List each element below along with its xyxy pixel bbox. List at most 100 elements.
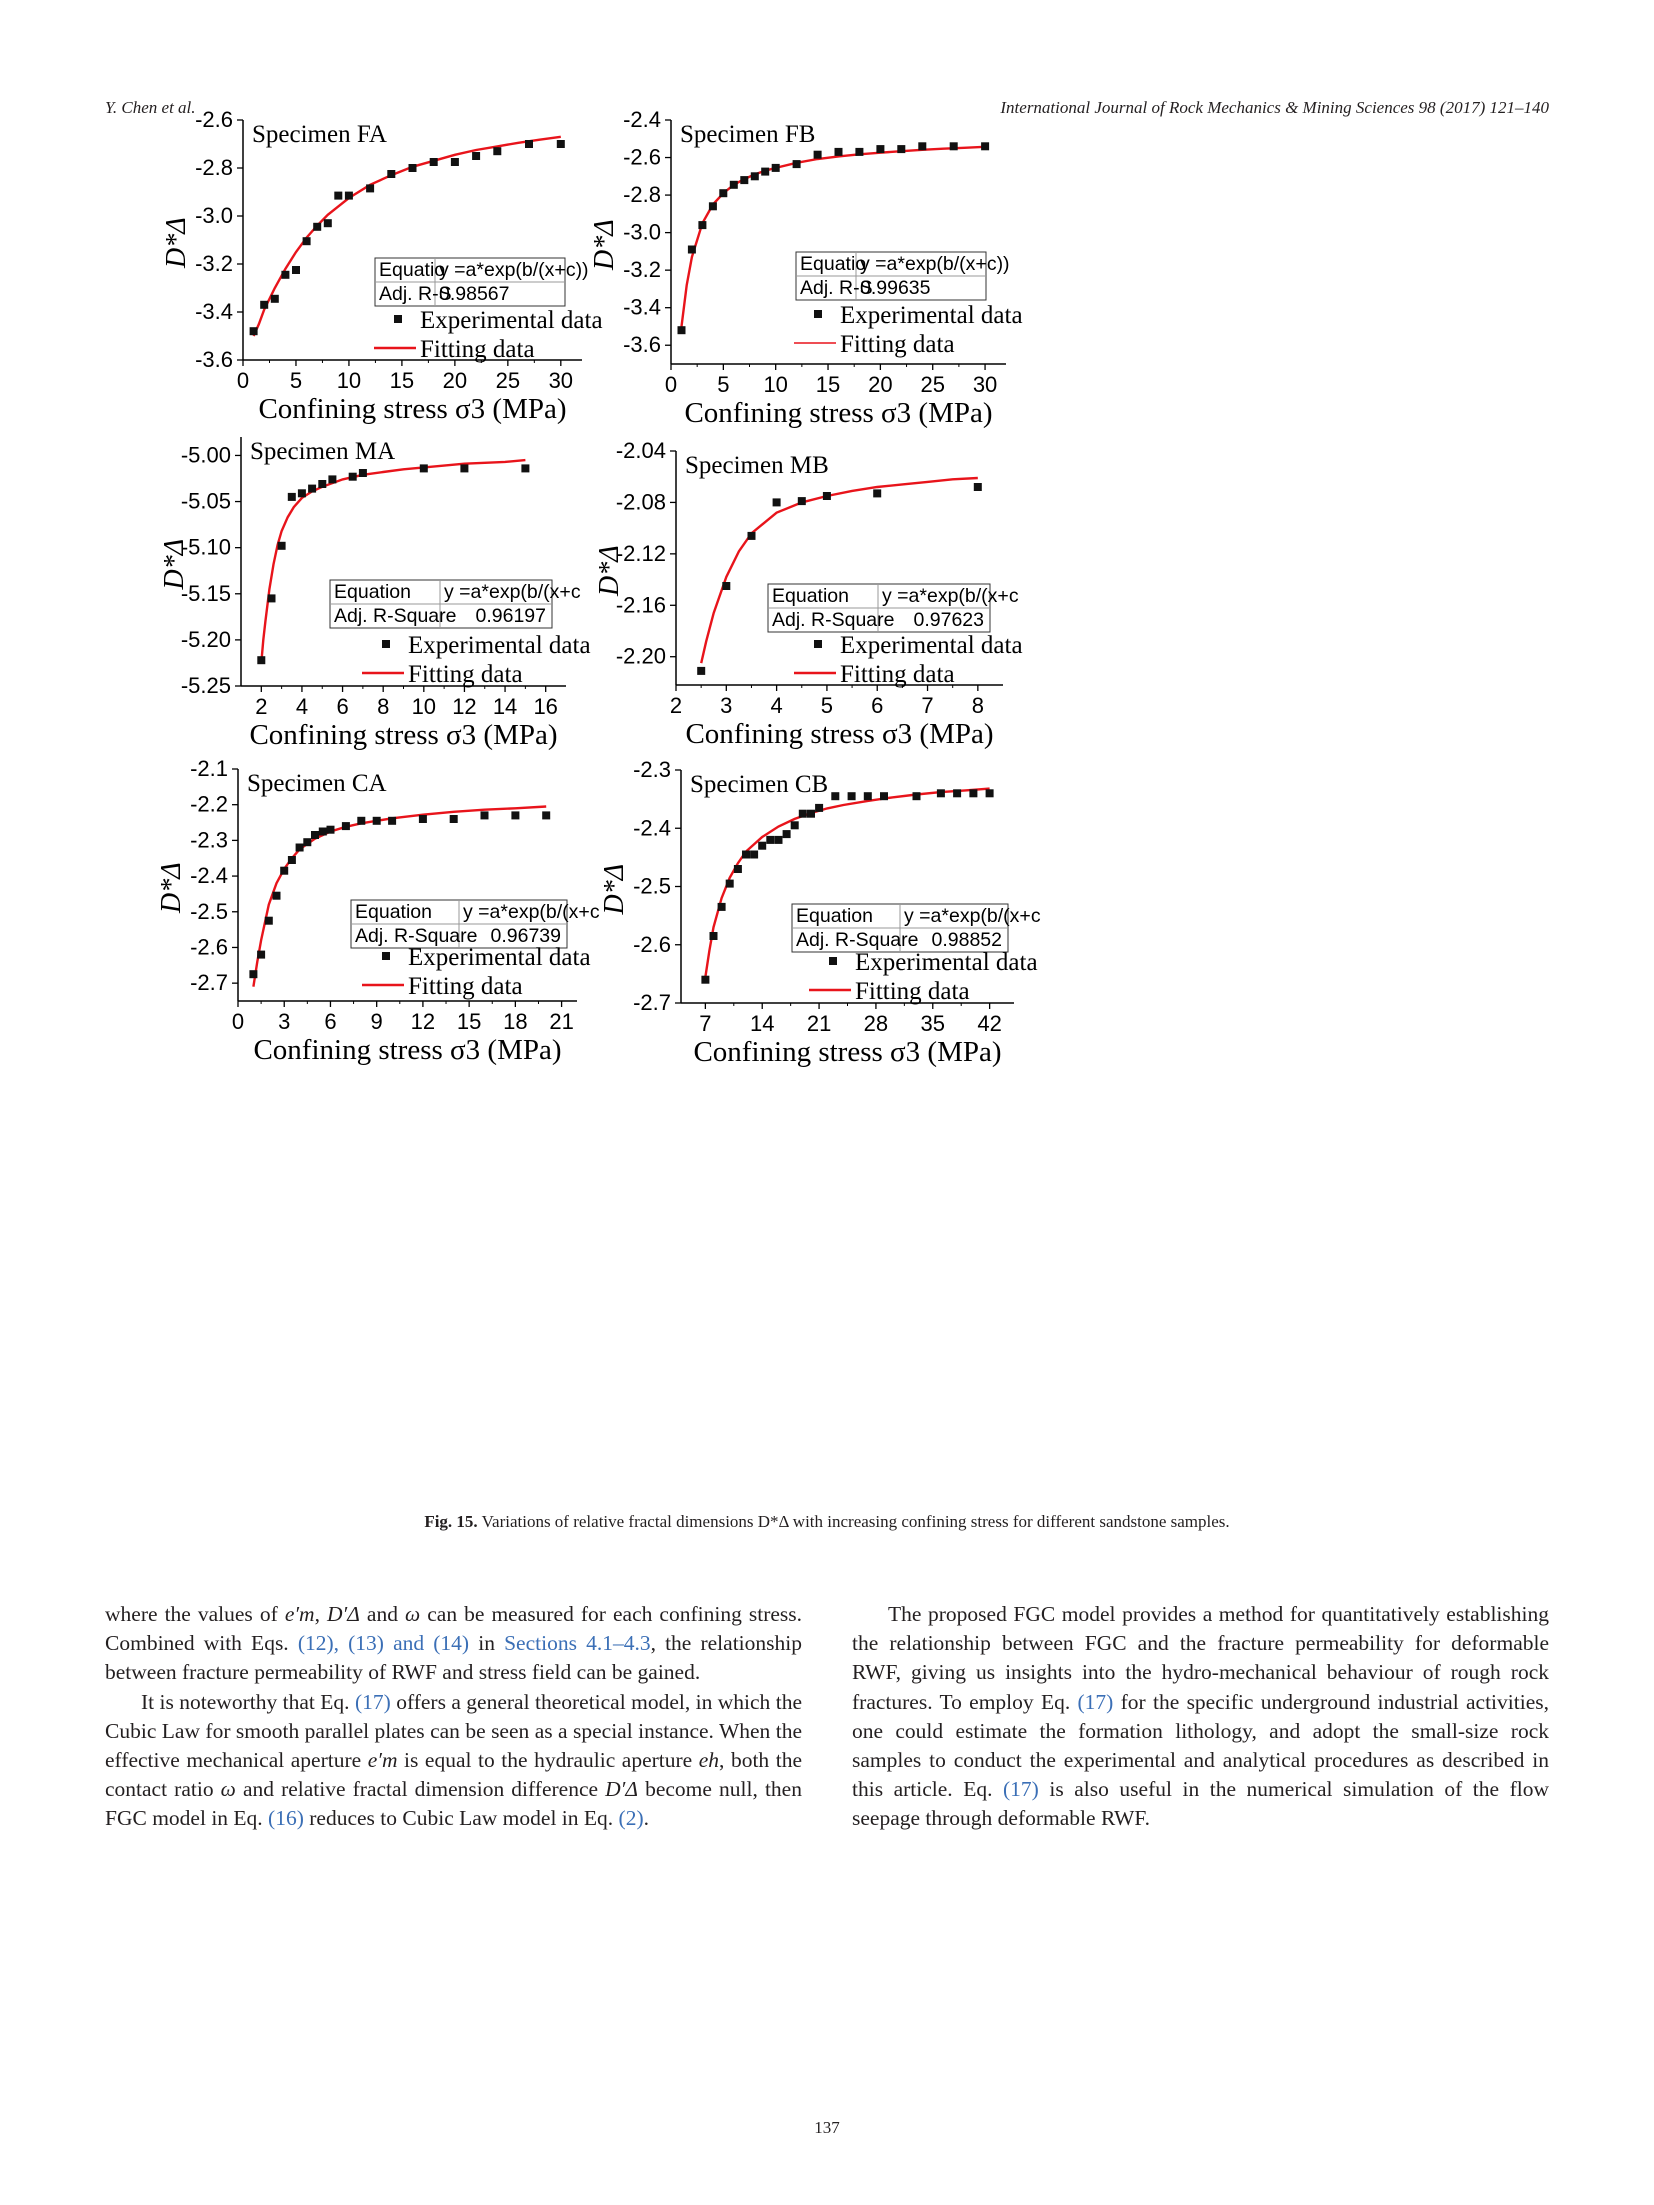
- running-header-journal: International Journal of Rock Mechanics …: [1000, 98, 1549, 117]
- data-point: [264, 916, 273, 925]
- table-cell: Equation: [796, 905, 873, 927]
- data-point: [949, 142, 958, 151]
- x-tick-label: 0: [665, 372, 677, 397]
- data-point: [270, 294, 279, 303]
- x-tick-label: 12: [452, 694, 476, 719]
- y-tick-label: -3.0: [623, 220, 661, 245]
- table-cell: Equatio: [800, 253, 866, 275]
- equation-link[interactable]: (12), (13) and (14): [297, 1631, 470, 1656]
- y-axis-label: D*Δ: [589, 219, 620, 271]
- data-point: [326, 825, 335, 834]
- x-tick-label: 2: [255, 694, 267, 719]
- table-cell: Adj. R-S: [379, 283, 452, 305]
- table-cell: 0.96197: [476, 605, 547, 627]
- y-tick-label: -2.6: [633, 932, 671, 957]
- x-tick-label: 16: [533, 694, 557, 719]
- data-point: [366, 184, 375, 193]
- x-tick-label: 10: [412, 694, 436, 719]
- caption-label: Fig. 15.: [424, 1512, 478, 1531]
- data-point: [750, 172, 759, 181]
- x-tick-label: 25: [496, 368, 520, 393]
- data-point: [372, 816, 381, 825]
- x-tick-label: 25: [920, 372, 944, 397]
- data-point: [281, 270, 290, 279]
- data-point: [313, 222, 322, 231]
- caption-text: Variations of relative fractal dimension…: [481, 1512, 1230, 1531]
- data-point: [334, 191, 343, 200]
- x-tick-label: 5: [717, 372, 729, 397]
- data-point: [985, 789, 994, 798]
- data-point: [725, 879, 734, 888]
- x-axis-label: Confining stress σ3 (MPa): [693, 1036, 1001, 1068]
- chart-panel: 2 3 4 5 6 7 8 -2.20 -2.16 -2.12 -2.08 -2.04 Specimen…: [594, 438, 1023, 750]
- x-tick-label: 6: [871, 693, 883, 718]
- data-point: [698, 221, 707, 230]
- x-tick-label: 4: [770, 693, 782, 718]
- paragraph: where the values of e′m, D′Δ and ω can b…: [105, 1602, 803, 1685]
- x-tick-label: 15: [390, 368, 414, 393]
- y-tick-label: -5.10: [181, 535, 231, 560]
- data-point: [831, 792, 840, 801]
- data-point: [277, 541, 286, 550]
- data-point: [388, 816, 397, 825]
- data-point: [260, 300, 269, 309]
- panel-title: Specimen FB: [680, 121, 815, 148]
- y-tick-label: -2.1: [190, 756, 228, 781]
- legend-label: Experimental data: [840, 632, 1023, 659]
- equation-link[interactable]: (17): [1003, 1777, 1039, 1802]
- table-cell: y =a*exp(b/(x+c: [904, 905, 1041, 927]
- x-tick-label: 4: [296, 694, 308, 719]
- data-point: [311, 831, 319, 839]
- x-tick-label: 14: [493, 694, 517, 719]
- panel-title: Specimen MB: [685, 452, 829, 479]
- table-cell: y =a*exp(b/(x+c: [444, 581, 581, 603]
- y-tick-label: -3.6: [623, 332, 661, 357]
- equation-link[interactable]: (16): [268, 1806, 304, 1831]
- y-tick-label: -3.2: [623, 257, 661, 282]
- section-link[interactable]: Sections 4.1–4.3: [504, 1631, 651, 1656]
- x-tick-label: 15: [457, 1009, 481, 1034]
- y-tick-label: -3.0: [195, 203, 233, 228]
- x-tick-label: 12: [411, 1009, 435, 1034]
- data-point: [876, 145, 885, 154]
- legend-label: Experimental data: [408, 632, 591, 659]
- table-cell: 0.98852: [932, 929, 1003, 951]
- data-point: [480, 811, 489, 820]
- data-point: [687, 245, 696, 254]
- data-point: [717, 902, 726, 911]
- x-axis-label: Confining stress σ3 (MPa): [685, 718, 993, 750]
- paragraph: It is noteworthy that Eq. (17) offers a …: [105, 1689, 802, 1831]
- y-tick-label: -2.8: [195, 155, 233, 180]
- x-tick-label: 6: [336, 694, 348, 719]
- table-cell: Equation: [334, 581, 411, 603]
- paragraph: The proposed FGC model provides a method…: [852, 1602, 1550, 1831]
- legend-label: Experimental data: [855, 949, 1038, 976]
- data-point: [981, 142, 990, 151]
- data-point: [344, 191, 353, 200]
- data-point: [790, 821, 799, 830]
- data-point: [747, 531, 756, 540]
- body-column-right: The proposed FGC model provides a method…: [852, 1600, 1549, 1834]
- legend-marker: [814, 310, 822, 318]
- chart-panel: 0 5 10 15 20 25 30 -3.6 -3.4 -3.2 -3.0 -2.8 -2.6 -2.4…: [589, 107, 1023, 429]
- data-point: [318, 480, 327, 488]
- equation-link[interactable]: (2): [618, 1806, 644, 1831]
- data-point: [813, 150, 822, 159]
- equation-link[interactable]: (17): [1077, 1689, 1114, 1714]
- x-tick-label: 10: [763, 372, 787, 397]
- data-point: [774, 835, 783, 844]
- equation-link[interactable]: (17): [354, 1689, 391, 1714]
- data-point: [953, 789, 962, 798]
- data-point: [797, 497, 806, 506]
- chart-panel: 7 14 21 28 35 42 -2.7 -2.6 -2.5 -2.4 -2.3 Specimen …: [599, 757, 1041, 1068]
- data-point: [387, 170, 396, 178]
- data-point: [542, 811, 551, 820]
- data-point: [358, 469, 367, 477]
- y-tick-label: -2.6: [623, 145, 661, 170]
- x-tick-label: 7: [921, 693, 933, 718]
- data-point: [758, 841, 767, 850]
- data-point: [847, 792, 856, 801]
- y-tick-label: -3.4: [195, 299, 233, 324]
- data-point: [418, 815, 427, 823]
- y-axis-label: D*Δ: [159, 539, 190, 591]
